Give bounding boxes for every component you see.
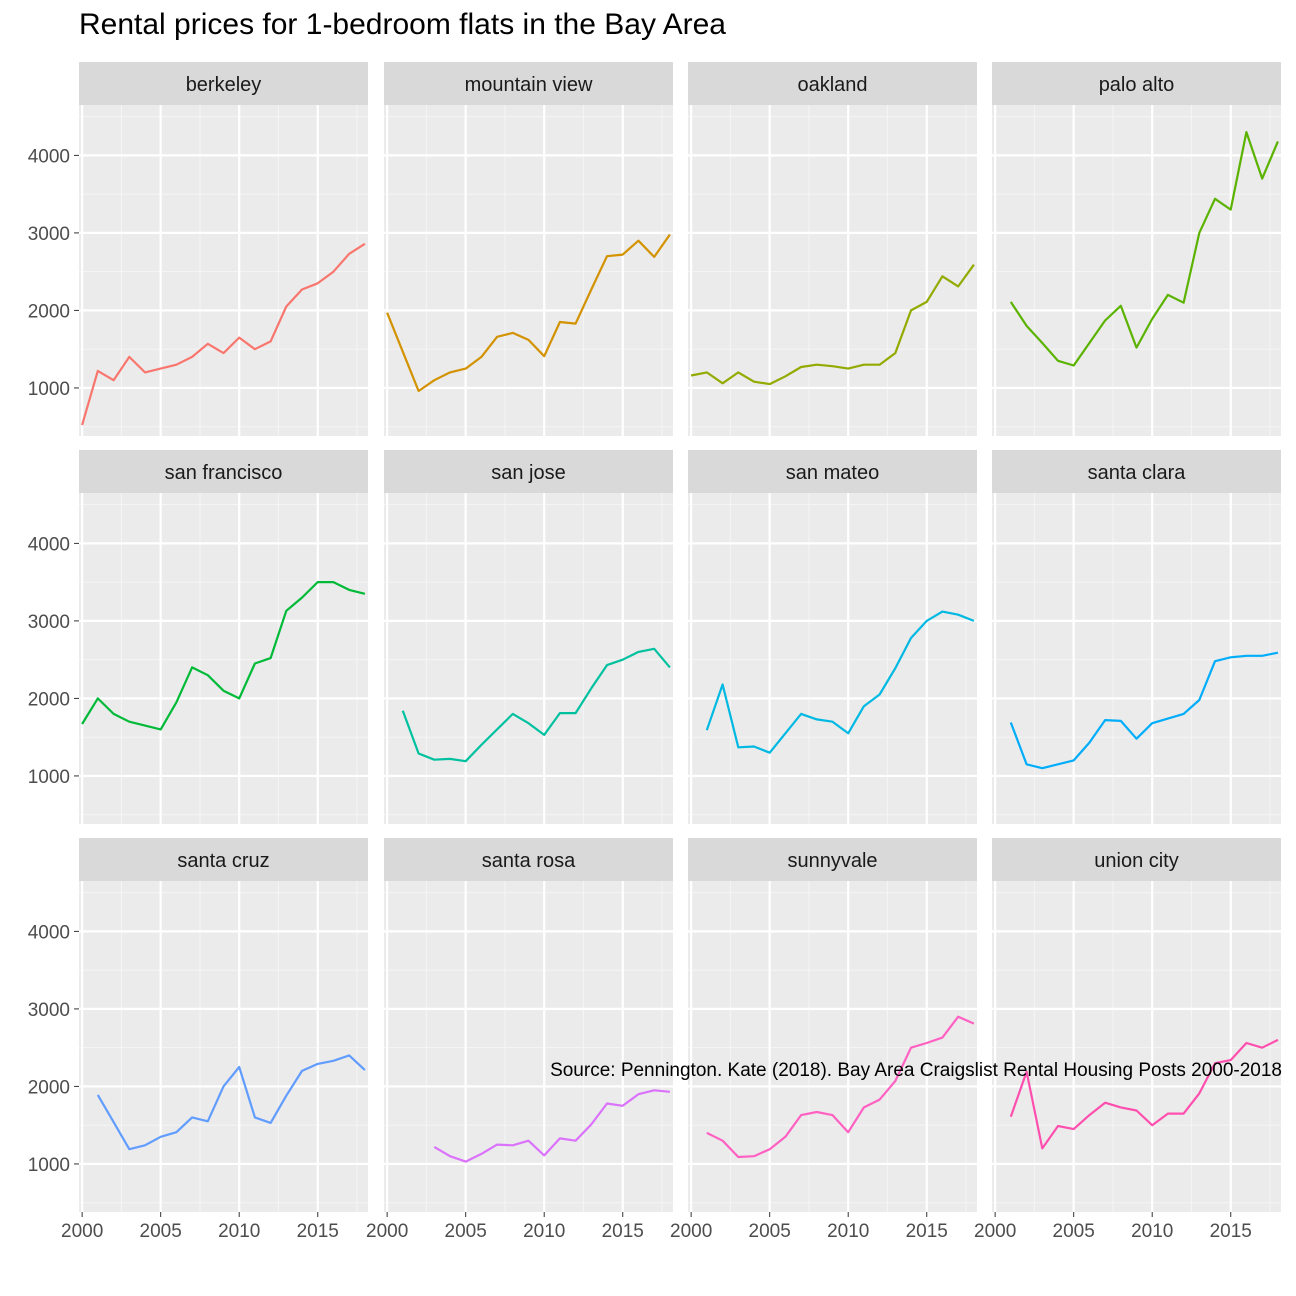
x-tick-label: 2015 <box>1210 1221 1252 1242</box>
x-tick-label: 2010 <box>1131 1221 1173 1242</box>
facet-label-santa-clara: santa clara <box>1088 462 1187 484</box>
x-tick-label: 2000 <box>974 1221 1016 1242</box>
series-line-berkeley <box>81 242 366 426</box>
y-tick-label: 2000 <box>28 301 70 322</box>
facet-label-berkeley: berkeley <box>186 74 262 96</box>
y-tick-label: 1000 <box>28 1155 70 1176</box>
facet-strip-santa-rosa <box>384 838 673 881</box>
series-line-union-city <box>1009 1038 1279 1150</box>
panel-background-sunnyvale <box>688 881 977 1212</box>
panel-background-santa-rosa <box>384 881 673 1212</box>
facet-strip-sunnyvale <box>688 838 977 881</box>
series-line-san-jose <box>401 647 671 763</box>
panel-background-san-mateo <box>688 493 977 824</box>
y-tick-label: 3000 <box>28 224 70 245</box>
panel-background-san-francisco <box>79 493 368 824</box>
x-tick-label: 2005 <box>1053 1221 1095 1242</box>
panel-background-santa-cruz <box>79 881 368 1212</box>
chart-title: Rental prices for 1-bedroom flats in the… <box>79 8 726 41</box>
facet-strip-mountain-view <box>384 62 673 105</box>
facet-label-san-mateo: san mateo <box>786 462 879 484</box>
series-line-palo-alto <box>1009 131 1279 367</box>
x-tick-label: 2015 <box>906 1221 948 1242</box>
facet-label-oakland: oakland <box>797 74 867 96</box>
panel-background-berkeley <box>79 105 368 436</box>
facet-label-san-jose: san jose <box>491 462 566 484</box>
panel-background-union-city <box>992 881 1281 1212</box>
y-tick-label: 3000 <box>28 1000 70 1021</box>
y-tick-label: 1000 <box>28 767 70 788</box>
y-tick-label: 4000 <box>28 534 70 555</box>
y-tick-label: 4000 <box>28 922 70 943</box>
facet-label-sunnyvale: sunnyvale <box>787 850 877 872</box>
series-line-santa-cruz <box>96 1054 366 1151</box>
y-tick-label: 1000 <box>28 379 70 400</box>
x-tick-label: 2010 <box>218 1221 260 1242</box>
y-tick-label: 4000 <box>28 146 70 167</box>
facet-label-san-francisco: san francisco <box>165 462 283 484</box>
series-line-oakland <box>690 264 975 386</box>
facet-label-santa-cruz: santa cruz <box>177 850 269 872</box>
panel-background-palo-alto <box>992 105 1281 436</box>
facet-label-mountain-view: mountain view <box>465 74 593 96</box>
facet-strip-san-jose <box>384 450 673 493</box>
facet-strip-palo-alto <box>992 62 1281 105</box>
x-tick-label: 2005 <box>445 1221 487 1242</box>
facet-strip-berkeley <box>79 62 368 105</box>
panel-background-oakland <box>688 105 977 436</box>
facet-strip-san-francisco <box>79 450 368 493</box>
y-tick-label: 2000 <box>28 1077 70 1098</box>
y-tick-label: 3000 <box>28 612 70 633</box>
facet-strip-san-mateo <box>688 450 977 493</box>
panel-background-santa-clara <box>992 493 1281 824</box>
x-tick-label: 2000 <box>61 1221 103 1242</box>
facet-strip-santa-cruz <box>79 838 368 881</box>
x-tick-label: 2015 <box>297 1221 339 1242</box>
x-tick-label: 2000 <box>366 1221 408 1242</box>
facet-strip-santa-clara <box>992 450 1281 493</box>
x-tick-label: 2010 <box>523 1221 565 1242</box>
series-line-mountain-view <box>386 233 671 393</box>
facet-strip-union-city <box>992 838 1281 881</box>
chart-caption: Source: Pennington. Kate (2018). Bay Are… <box>550 1060 1282 1081</box>
x-tick-label: 2000 <box>670 1221 712 1242</box>
x-tick-label: 2005 <box>140 1221 182 1242</box>
series-line-santa-clara <box>1009 651 1279 770</box>
x-tick-label: 2005 <box>749 1221 791 1242</box>
series-line-san-mateo <box>705 610 975 754</box>
series-line-san-francisco <box>81 580 366 731</box>
x-tick-label: 2015 <box>602 1221 644 1242</box>
series-line-santa-rosa <box>433 1089 671 1163</box>
y-tick-label: 2000 <box>28 689 70 710</box>
facet-label-palo-alto: palo alto <box>1099 74 1175 96</box>
series-line-sunnyvale <box>706 1015 975 1159</box>
facet-label-union-city: union city <box>1094 850 1179 872</box>
facet-label-santa-rosa: santa rosa <box>482 850 576 872</box>
x-tick-label: 2010 <box>827 1221 869 1242</box>
facet-strip-oakland <box>688 62 977 105</box>
